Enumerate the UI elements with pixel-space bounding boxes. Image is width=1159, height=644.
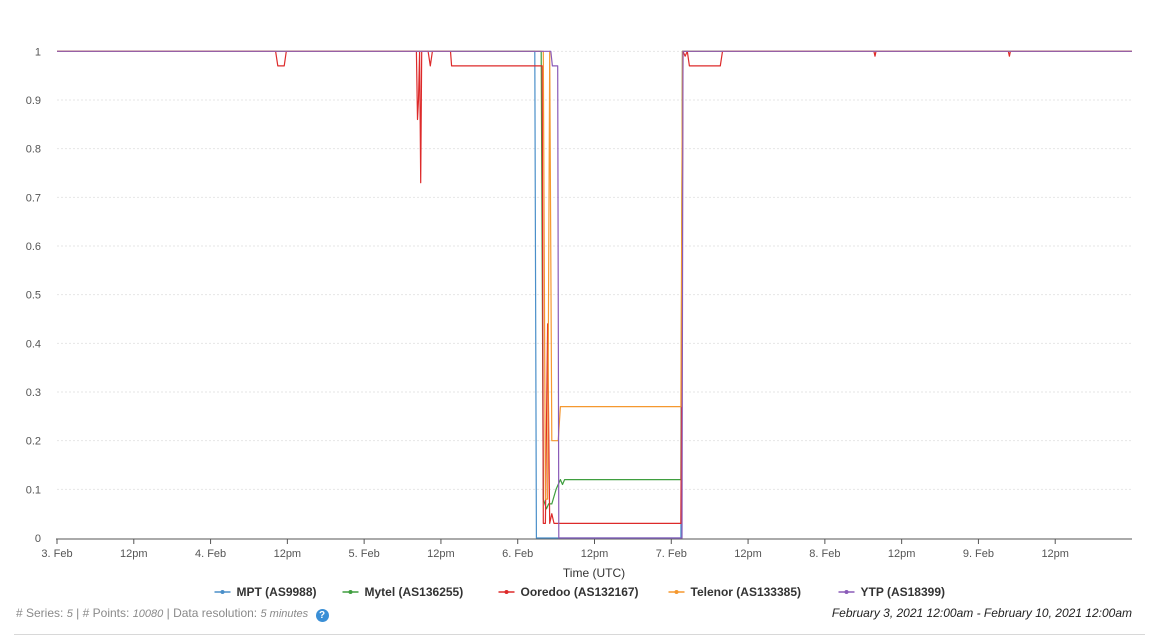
legend-marker: [348, 590, 353, 594]
series-lines: [57, 50, 1132, 539]
x-tick-label: 8. Feb: [809, 548, 840, 560]
gridlines: [57, 50, 1132, 490]
x-tick-label: 12pm: [581, 548, 609, 560]
x-tick-label: 12pm: [274, 548, 302, 560]
legend-label: Ooredoo (AS132167): [521, 585, 639, 599]
legend-marker: [504, 590, 509, 594]
y-tick-label: 1: [35, 46, 41, 58]
series-line-ooredoo[interactable]: [57, 50, 1132, 524]
x-tick-label: 6. Feb: [502, 548, 533, 560]
points-count-label: # Points:: [82, 606, 130, 620]
y-tick-label: 0.2: [26, 436, 41, 448]
legend-marker: [844, 590, 849, 594]
series-line-telenor[interactable]: [57, 50, 1132, 500]
legend-item-mpt[interactable]: MPT (AS9988): [214, 585, 317, 599]
x-axis-title: Time (UTC): [563, 566, 625, 580]
legend-item-ytp[interactable]: YTP (AS18399): [838, 585, 946, 599]
chart-stats: # Series: 5 | # Points: 10080 | Data res…: [16, 606, 329, 622]
points-count-value: 10080: [132, 608, 164, 620]
y-tick-label: 0.8: [26, 144, 41, 156]
x-tick-label: 9. Feb: [963, 548, 994, 560]
x-tick-label: 12pm: [427, 548, 455, 560]
y-tick-label: 0.7: [26, 192, 41, 204]
legend-marker: [220, 590, 225, 594]
axes: 0 0.1 0.2 0.3 0.4 0.5 0.6 0.7 0.8 0.9 1 3. Feb 12pm 4…: [26, 46, 1132, 560]
divider: [14, 634, 1145, 635]
y-tick-label: 0.4: [26, 338, 41, 350]
series-count-label: # Series:: [16, 606, 64, 620]
legend-label: MPT (AS9988): [237, 585, 317, 599]
y-tick-label: 0.1: [26, 484, 41, 496]
series-count-value: 5: [66, 608, 73, 620]
legend-item-telenor[interactable]: Telenor (AS133385): [668, 585, 802, 599]
y-tick-label: 0.9: [26, 95, 41, 107]
x-tick-label: 7. Feb: [656, 548, 687, 560]
series-line-ytp[interactable]: [57, 50, 1132, 539]
x-tick-label: 4. Feb: [195, 548, 226, 560]
x-tick-label: 12pm: [120, 548, 148, 560]
x-tick-label: 5. Feb: [349, 548, 380, 560]
legend-label: YTP (AS18399): [861, 585, 946, 599]
legend[interactable]: MPT (AS9988) Mytel (AS136255) Ooredoo (AS1…: [214, 585, 946, 599]
resolution-value: 5 minutes: [260, 608, 309, 620]
y-tick-label: 0.6: [26, 241, 41, 253]
resolution-label: Data resolution:: [173, 606, 258, 620]
x-tick-label: 3. Feb: [41, 548, 72, 560]
legend-label: Telenor (AS133385): [691, 585, 802, 599]
separator: |: [166, 606, 170, 620]
legend-marker: [674, 590, 679, 594]
separator: |: [76, 606, 80, 620]
legend-item-mytel[interactable]: Mytel (AS136255): [342, 585, 464, 599]
x-tick-label: 12pm: [734, 548, 762, 560]
legend-label: Mytel (AS136255): [365, 585, 464, 599]
help-icon[interactable]: ?: [315, 609, 329, 622]
x-tick-label: 12pm: [888, 548, 916, 560]
y-tick-label: 0.3: [26, 387, 41, 399]
y-tick-label: 0: [35, 533, 41, 545]
y-tick-label: 0.5: [26, 290, 41, 302]
x-tick-label: 12pm: [1041, 548, 1069, 560]
legend-item-ooredoo[interactable]: Ooredoo (AS132167): [498, 585, 639, 599]
date-range: February 3, 2021 12:00am - February 10, …: [831, 606, 1132, 620]
